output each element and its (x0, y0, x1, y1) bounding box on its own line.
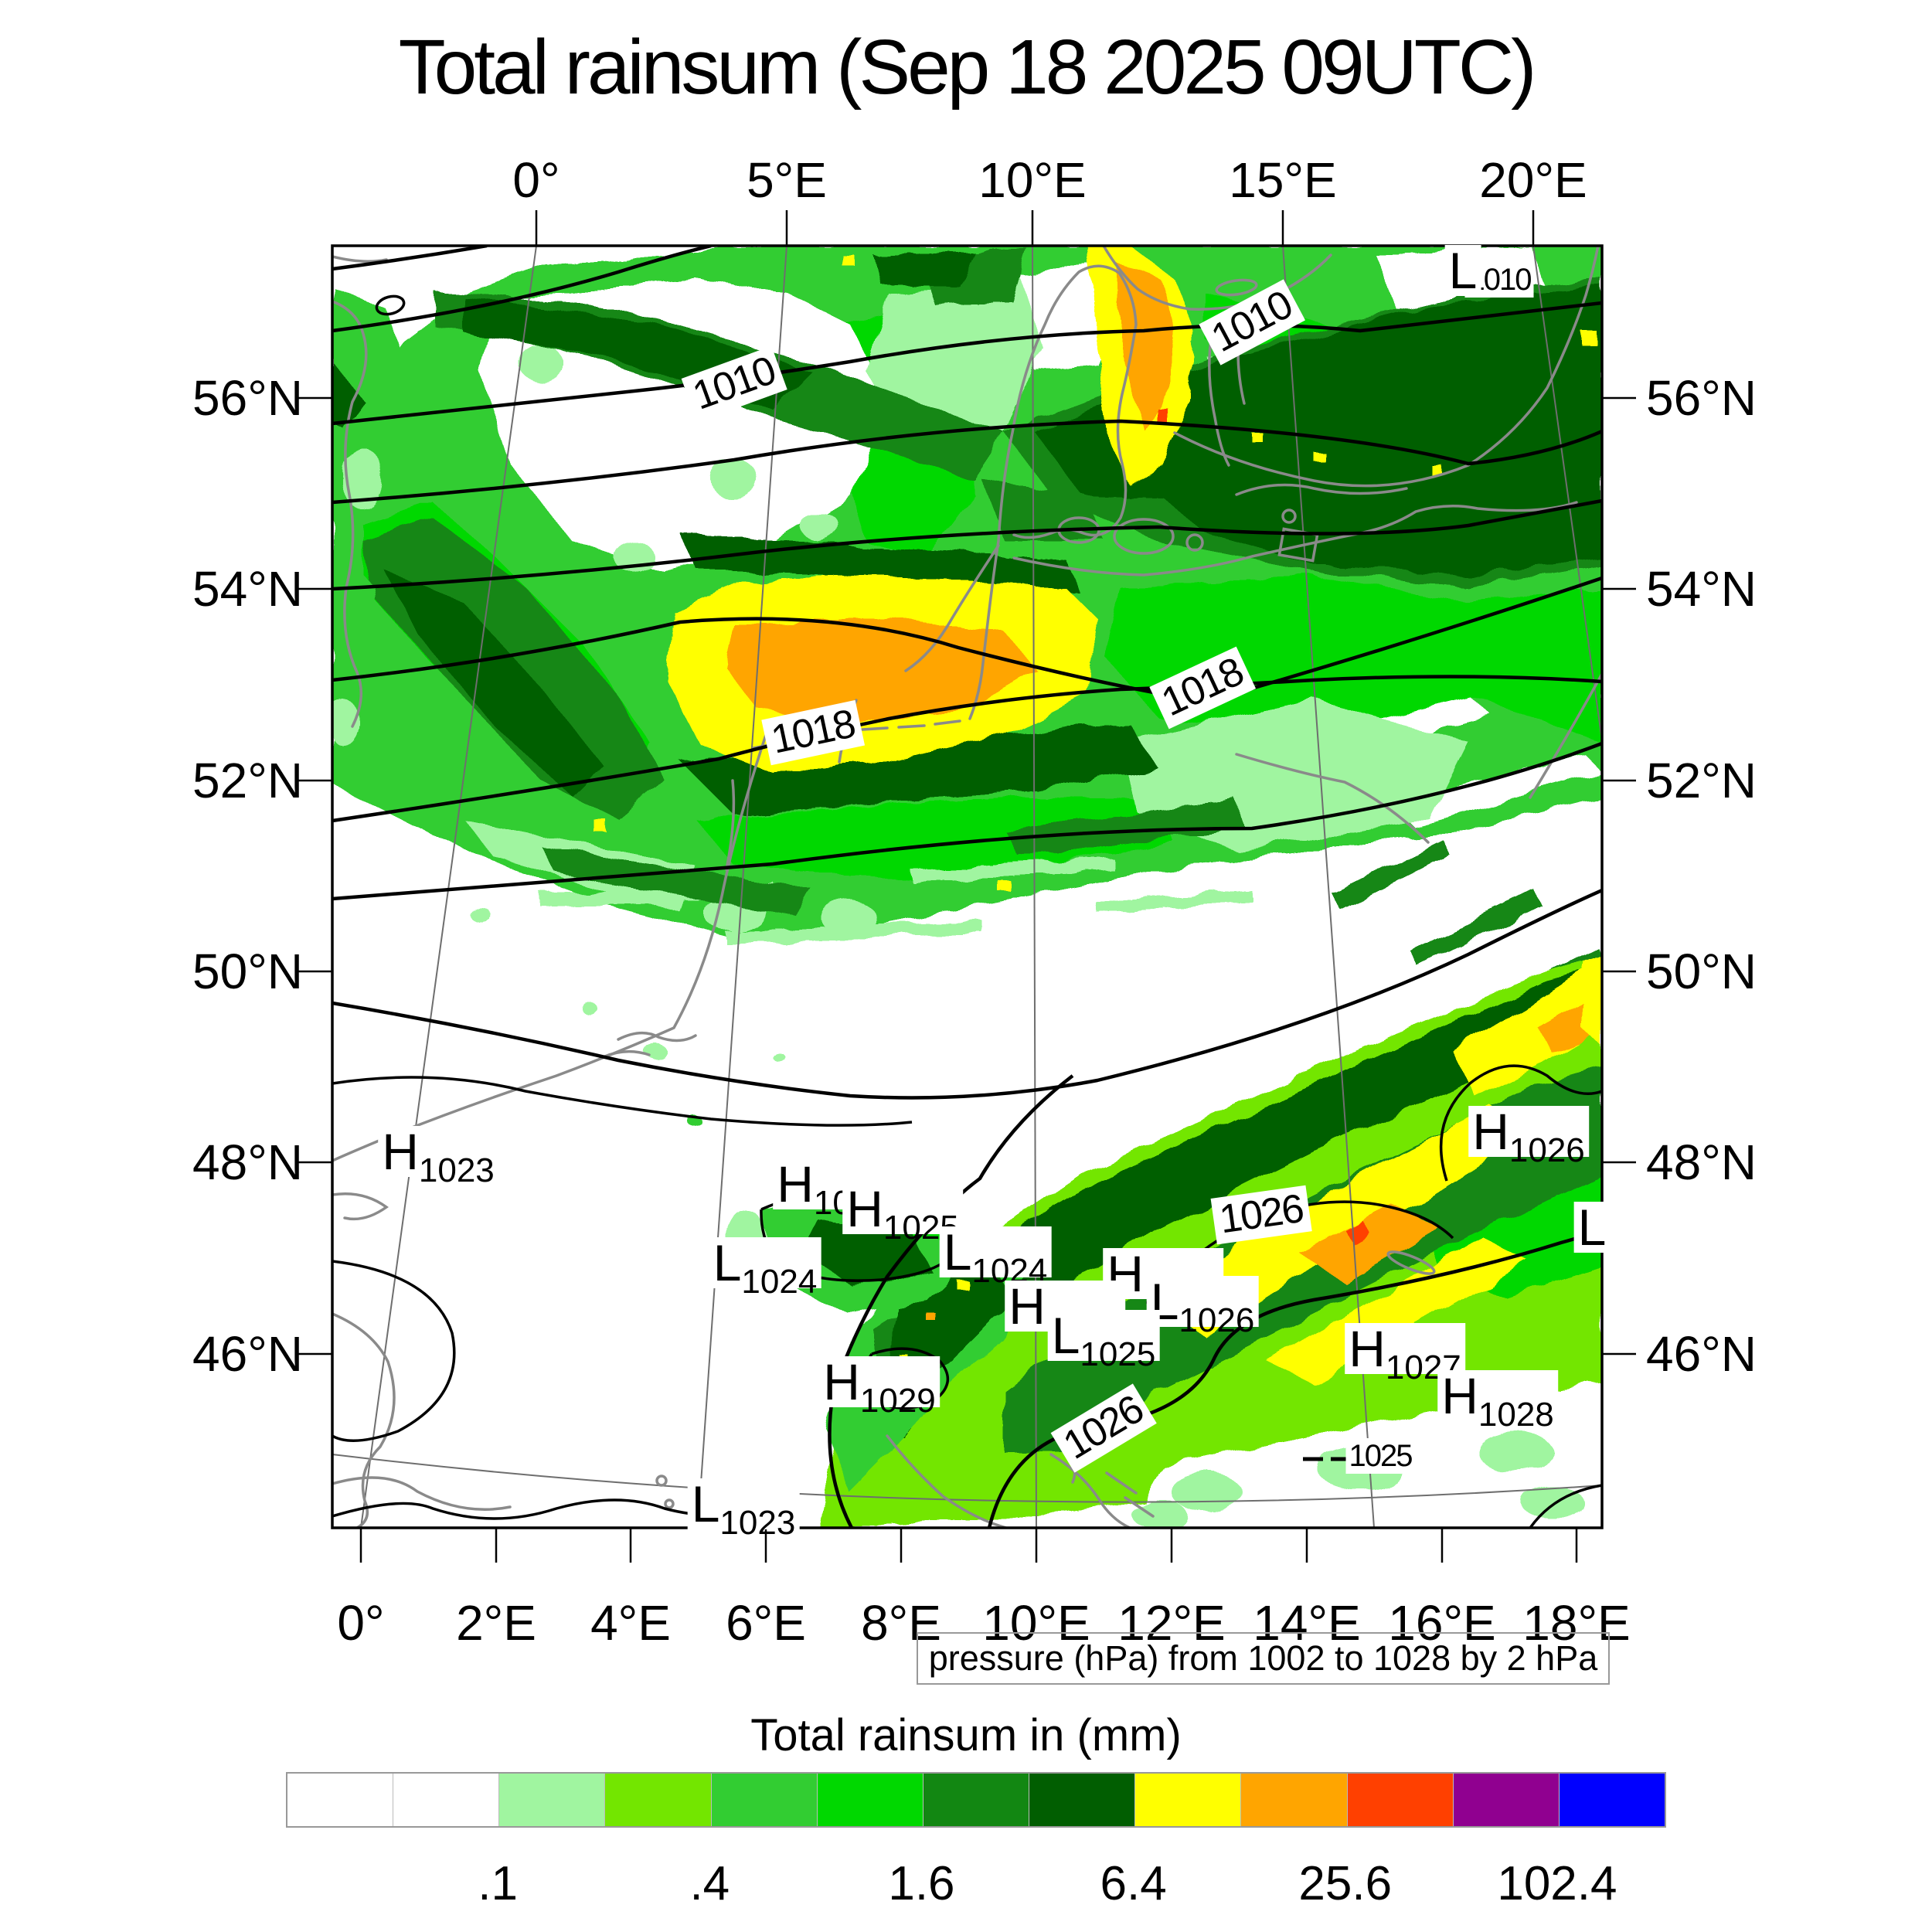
pressure-center-l1026: L1026 (1146, 1276, 1259, 1338)
axis-tick-label: 46°N (1646, 1326, 1757, 1382)
pressure-center-h1025: H1025 (842, 1180, 963, 1245)
pressure-center-l1024: L1024 (939, 1226, 1052, 1288)
axis-tick-label: 10°E (978, 152, 1087, 208)
colorbar-tick-label: 6.4 (1100, 1857, 1167, 1910)
axis-tick-label: 54°N (192, 561, 303, 617)
axis-tick-label: 56°N (192, 370, 303, 426)
colorbar-cell (1558, 1774, 1665, 1826)
pressure-center-value: 1023 (418, 1151, 495, 1189)
pressure-center-letter: H (1009, 1277, 1046, 1335)
axis-tick-label: 14°E (1253, 1595, 1361, 1651)
axis-tick-label: 8°E (861, 1595, 941, 1651)
pressure-center-l1023: L1023 (687, 1475, 800, 1540)
pressure-center-letter: H (777, 1155, 814, 1213)
pressure-center-h1023: H1023 (378, 1123, 498, 1188)
pressure-center-l: L (1444, 242, 1481, 299)
colorbar-cell (1452, 1774, 1559, 1826)
pressure-center-h1027: H1027 (1345, 1320, 1465, 1385)
axis-tick-label: 0° (512, 152, 560, 208)
axis-tick-label: 50°N (1646, 944, 1757, 999)
pressure-center-value: 1023 (719, 1504, 796, 1542)
colorbar-tick-label: 1.6 (888, 1857, 955, 1910)
axis-tick-label: 16°E (1388, 1595, 1496, 1651)
axis-tick-label: 50°N (192, 944, 303, 999)
colorbar-tick-label: .1 (478, 1857, 518, 1910)
pressure-center-value: 1029 (859, 1382, 936, 1420)
axis-tick-label: 4°E (590, 1595, 671, 1651)
colorbar-cell (816, 1774, 923, 1826)
colorbar-tick-label: .4 (689, 1857, 730, 1910)
pressure-center-value: 1026 (1509, 1131, 1585, 1169)
axis-tick-label: 6°E (726, 1595, 806, 1651)
pressure-center-letter: L (1577, 1199, 1607, 1256)
colorbar-cell (604, 1774, 711, 1826)
axis-tick-label: 52°N (192, 753, 303, 808)
axis-tick-label: 20°E (1479, 152, 1587, 208)
colorbar-cell (710, 1774, 817, 1826)
pressure-center-l: L (1573, 1199, 1611, 1256)
pressure-center-h1028: H1028 (1437, 1367, 1558, 1432)
axis-tick-label: 56°N (1646, 370, 1757, 426)
pressure-center-value: 1025 (1080, 1335, 1156, 1373)
colorbar-cell (1240, 1774, 1347, 1826)
colorbar-cell (1346, 1774, 1453, 1826)
colorbar-cell (498, 1774, 605, 1826)
pressure-center-value: 1026 (1179, 1301, 1255, 1339)
pressure-center-h1026: H1026 (1468, 1103, 1589, 1168)
axis-tick-label: 12°E (1117, 1595, 1226, 1651)
axis-tick-label: 46°N (192, 1326, 303, 1382)
axis-tick-label: 18°E (1522, 1595, 1631, 1651)
axis-tick-label: 10°E (982, 1595, 1090, 1651)
pressure-center-h1029: H1029 (819, 1353, 940, 1418)
pressure-center-letter: L (1448, 242, 1478, 299)
axis-tick-label: 15°E (1229, 152, 1337, 208)
colorbar-cell (287, 1774, 393, 1826)
colorbar-tick-label: 102.4 (1497, 1857, 1617, 1910)
pressure-center-letter: H (1441, 1367, 1478, 1424)
figure-title: Total rainsum (Sep 18 2025 09UTC) (398, 24, 1537, 111)
pressure-center-letter: H (823, 1353, 860, 1410)
pressure-center-letter: L (943, 1223, 972, 1281)
axis-tick-label: 48°N (192, 1134, 303, 1190)
pressure-center-l1025: L1025 (1047, 1307, 1160, 1372)
axis-ticks (298, 210, 1636, 1563)
colorbar-cell (1029, 1774, 1135, 1826)
colorbar-cell (922, 1774, 1029, 1826)
pressure-center-value: 1028 (1478, 1396, 1554, 1434)
colorbar-tick-label: 25.6 (1298, 1857, 1393, 1910)
colorbar-title: Total rainsum in (mm) (750, 1710, 1182, 1760)
contour-label: 1025 (1345, 1438, 1415, 1474)
axis-tick-label: 0° (337, 1595, 385, 1651)
pressure-center-letter: H (382, 1123, 419, 1180)
colorbar-cell (393, 1774, 499, 1826)
axis-tick-label: 5°E (747, 152, 827, 208)
pressure-center-value: 1024 (741, 1263, 818, 1301)
map-frame (331, 244, 1604, 1529)
colorbar (286, 1772, 1666, 1828)
axis-tick-label: 52°N (1646, 753, 1757, 808)
pressure-center-letter: L (713, 1234, 742, 1291)
pressure-center-letter: L (691, 1475, 720, 1532)
pressure-center-letter: H (1349, 1320, 1386, 1377)
pressure-center-l1024: L1024 (709, 1234, 821, 1299)
axis-tick-label: 48°N (1646, 1134, 1757, 1190)
axis-tick-label: 2°E (456, 1595, 536, 1651)
axis-tick-label: 54°N (1646, 561, 1757, 617)
pressure-legend: pressure (hPa) from 1002 to 1028 by 2 hP… (917, 1632, 1610, 1685)
pressure-center-letter: L (1051, 1307, 1080, 1364)
colorbar-cell (1134, 1774, 1241, 1826)
pressure-legend-text: pressure (hPa) from 1002 to 1028 by 2 hP… (928, 1638, 1598, 1678)
pressure-center-letter: H (846, 1180, 883, 1237)
pressure-center-letter: H (1472, 1103, 1509, 1160)
